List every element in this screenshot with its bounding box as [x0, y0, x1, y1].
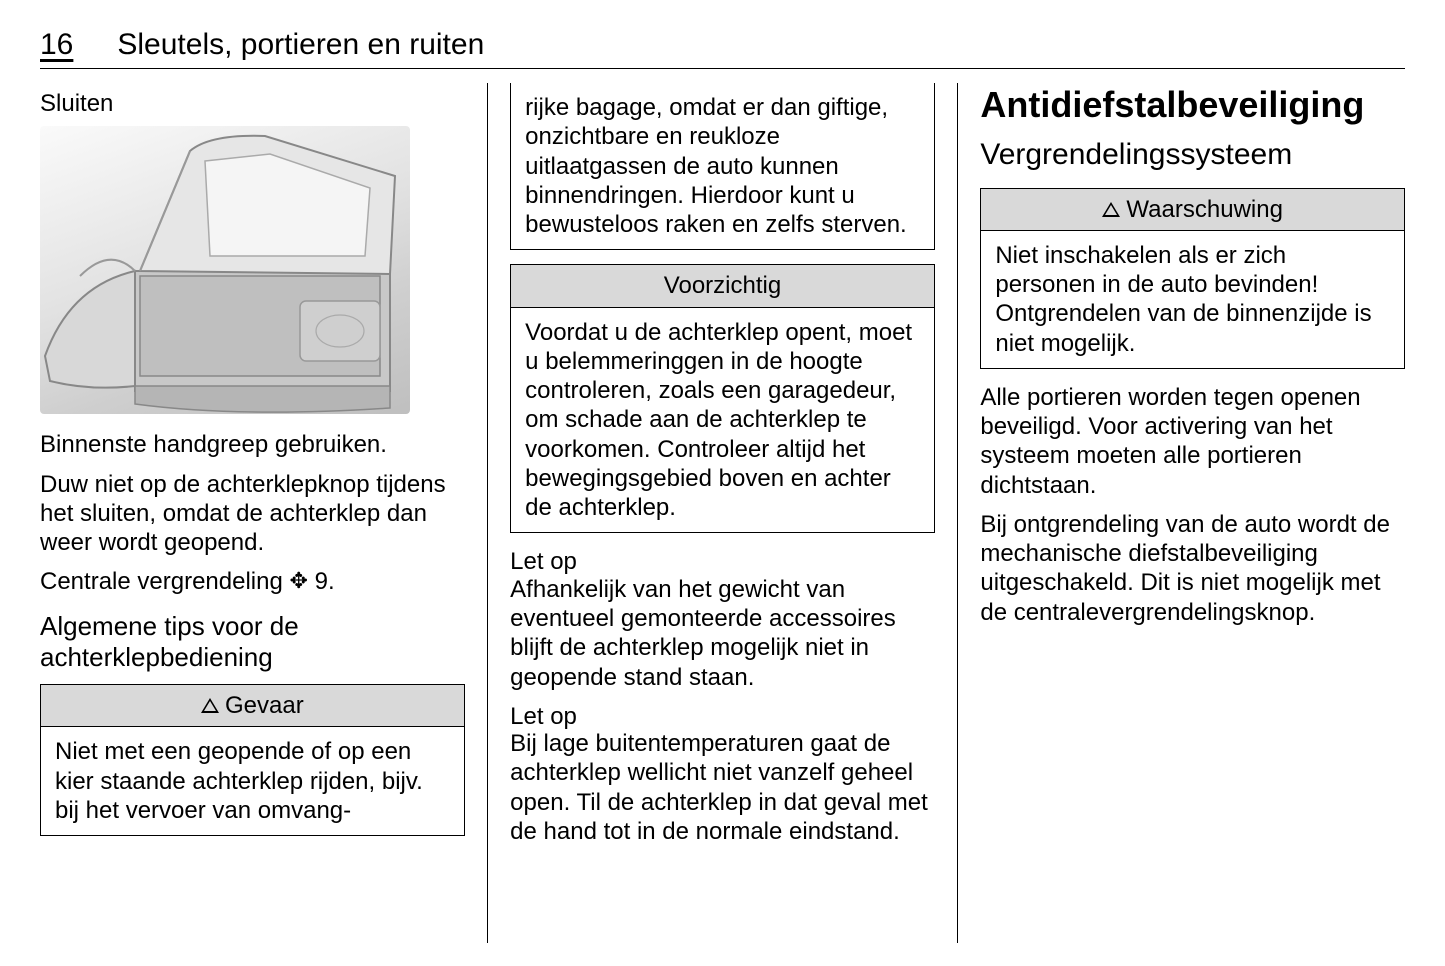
heading-antitheft: Antidiefstalbeveiliging [980, 83, 1405, 127]
paragraph: Alle portieren worden tegen openen bevei… [980, 383, 1405, 500]
danger-title-text: Gevaar [225, 691, 304, 720]
paragraph-xref: Centrale vergrendeling ✥ 9. [40, 567, 465, 596]
danger-box-title: Gevaar [41, 685, 464, 727]
note-label: Let op [510, 702, 935, 731]
xref-text: Centrale vergrendeling [40, 568, 289, 595]
content-columns: Sluiten Binnenste handgreep gebruiken. [40, 83, 1405, 943]
note-body: Bij lage buitentemperaturen gaat de acht… [510, 729, 935, 846]
caution-box: Voorzichtig Voordat u de achterklep open… [510, 264, 935, 533]
chapter-title: Sleutels, portieren en ruiten [117, 28, 484, 62]
warning-triangle-icon [201, 698, 219, 713]
column-1: Sluiten Binnenste handgreep gebruiken. [40, 83, 487, 943]
warning-box-title: Waarschuwing [981, 189, 1404, 231]
xref-icon: ✥ [289, 568, 307, 595]
tailgate-illustration [40, 126, 410, 414]
car-tailgate-svg [40, 126, 410, 414]
page-number: 16 [40, 28, 73, 62]
manual-page: 16 Sleutels, portieren en ruiten Sluiten [0, 0, 1445, 966]
page-header: 16 Sleutels, portieren en ruiten [40, 28, 1405, 69]
paragraph: Binnenste handgreep gebruiken. [40, 430, 465, 459]
subheading-sluiten: Sluiten [40, 89, 465, 118]
xref-page: 9. [315, 568, 335, 595]
paragraph: Bij ontgrendeling van de auto wordt de m… [980, 510, 1405, 627]
caution-title-text: Voorzichtig [664, 271, 781, 300]
warning-title-text: Waarschuwing [1126, 195, 1283, 224]
note-body: Afhankelijk van het gewicht van eventuee… [510, 575, 935, 692]
column-3: Antidiefstalbeveiliging Vergrendelingssy… [958, 83, 1405, 943]
paragraph: Duw niet op de achterklepknop tijdens he… [40, 470, 465, 558]
heading-locksystem: Vergrendelingssysteem [980, 137, 1405, 174]
caution-box-title: Voorzichtig [511, 265, 934, 307]
danger-box-continued: rijke bagage, omdat er dan giftige, onzi… [510, 83, 935, 250]
warning-box: Waarschuwing Niet inschakelen als er zic… [980, 188, 1405, 369]
caution-box-body: Voordat u de achterklep opent, moet u be… [511, 308, 934, 533]
column-2: rijke bagage, omdat er dan giftige, onzi… [488, 83, 957, 943]
subheading-tips: Algemene tips voor de achterklepbedienin… [40, 611, 465, 674]
warning-box-body: Niet inschakelen als er zich personen in… [981, 231, 1404, 368]
danger-box-cont-body: rijke bagage, omdat er dan giftige, onzi… [511, 83, 934, 249]
danger-box: Gevaar Niet met een geopende of op een k… [40, 684, 465, 836]
note-label: Let op [510, 547, 935, 576]
warning-triangle-icon [1102, 202, 1120, 217]
danger-box-body: Niet met een geopende of op een kier sta… [41, 727, 464, 835]
